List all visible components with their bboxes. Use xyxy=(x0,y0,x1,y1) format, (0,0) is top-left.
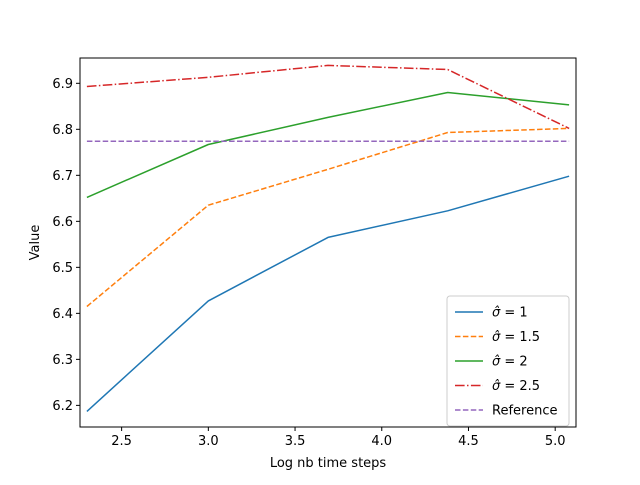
legend-entry-label: σ̂ = 2 xyxy=(492,355,528,370)
x-tick-label: 3.0 xyxy=(198,434,219,449)
legend-entry-label: σ̂ = 1 xyxy=(492,306,528,321)
x-axis: 2.5 3.0 3.5 4.0 4.5 5.0 xyxy=(111,427,566,449)
y-axis: 6.2 6.3 6.4 6.5 6.6 6.7 6.8 6.9 xyxy=(52,77,80,414)
series-line-2 xyxy=(86,127,570,308)
x-tick-label: 3.5 xyxy=(285,434,306,449)
y-tick-label: 6.5 xyxy=(52,261,73,276)
series-line-4 xyxy=(86,64,570,130)
legend: σ̂ = 1 σ̂ = 1.5 σ̂ = 2 σ̂ = 2.5 Reference xyxy=(446,295,570,427)
y-tick-label: 6.8 xyxy=(52,123,73,138)
series-line-1 xyxy=(86,175,570,412)
series-layer xyxy=(86,64,570,412)
legend-entry-label: Reference xyxy=(492,404,557,419)
x-tick-label: 4.5 xyxy=(458,434,479,449)
legend-entry-label: σ̂ = 2.5 xyxy=(492,379,540,394)
y-tick-label: 6.3 xyxy=(52,353,73,368)
series-line-3 xyxy=(86,91,570,199)
y-tick-label: 6.4 xyxy=(52,307,73,322)
plot-frame xyxy=(79,57,577,428)
y-tick-label: 6.7 xyxy=(52,169,73,184)
y-axis-label: Value xyxy=(28,225,43,261)
x-tick-label: 2.5 xyxy=(111,434,132,449)
x-axis-label: Log nb time steps xyxy=(270,456,387,471)
x-tick-label: 5.0 xyxy=(545,434,566,449)
x-tick-label: 4.0 xyxy=(371,434,392,449)
y-tick-label: 6.9 xyxy=(52,77,73,92)
legend-entry-label: σ̂ = 1.5 xyxy=(492,330,540,345)
legend-box xyxy=(446,295,570,427)
y-tick-label: 6.6 xyxy=(52,215,73,230)
y-tick-label: 6.2 xyxy=(52,399,73,414)
